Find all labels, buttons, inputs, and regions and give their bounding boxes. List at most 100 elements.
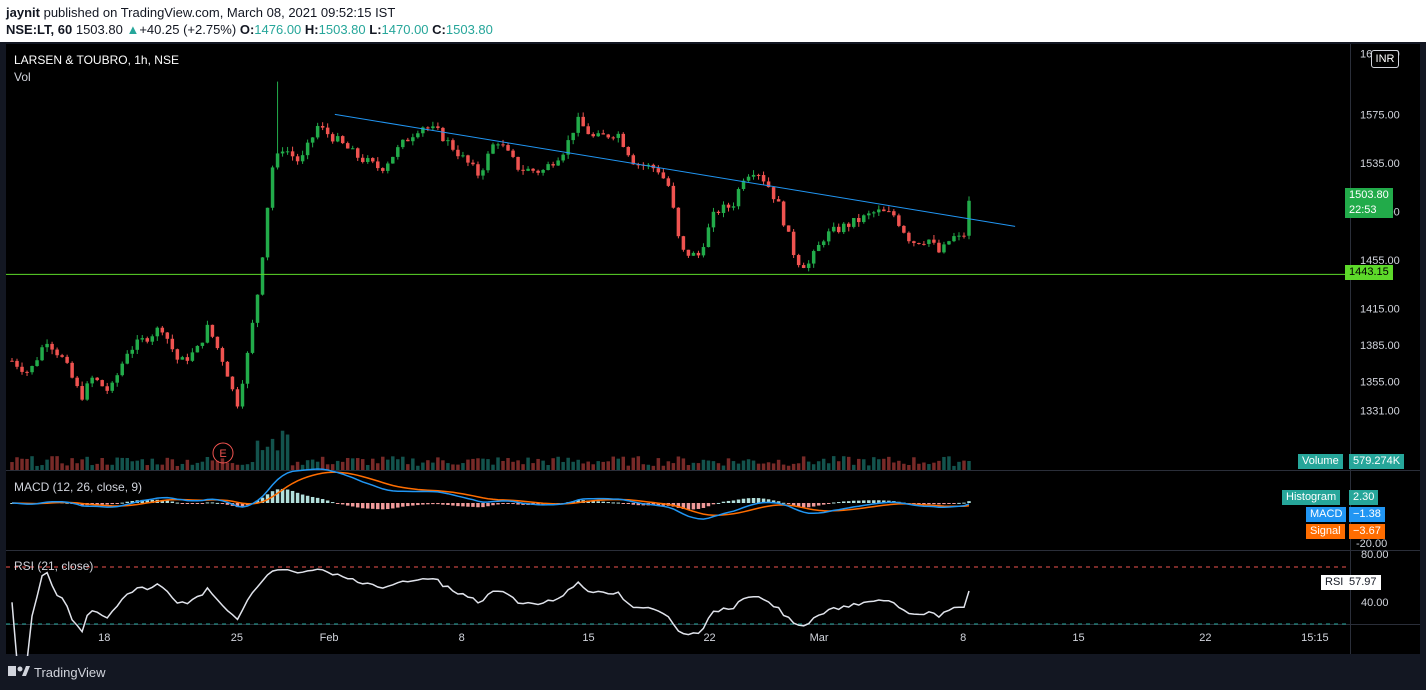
volume-bar [200,461,205,470]
volume-bar [746,459,751,470]
candle-body [270,167,275,208]
candles-group [10,81,971,409]
rsi-axis-tick-upper: 80.00 [1361,549,1389,561]
last-price-tag: 1503.80 22:53 [1345,188,1393,218]
macd-histogram-bar [205,502,210,504]
macd-histogram-bar [801,503,806,508]
candle-body [376,161,380,169]
candle-body [446,140,450,142]
candle-body [476,164,480,176]
volume-bar [325,464,330,470]
candle-body [937,242,941,253]
candle-body [290,151,295,157]
time-axis-tick: 22 [703,632,715,644]
volume-bar [481,458,485,470]
volume-bar [957,461,961,470]
candle-body [421,127,425,134]
author-name[interactable]: jaynit [6,5,40,20]
time-axis-tick: 22 [1199,632,1211,644]
volume-bar [781,464,786,470]
macd-histogram-bar [185,503,190,504]
macd-histogram-bar [486,503,490,507]
volume-bar [340,461,345,470]
macd-histogram-bar [451,503,455,506]
macd-histogram-bar [220,503,225,504]
candle-body [621,133,626,147]
candle-body [571,132,575,141]
candle-body [431,126,435,129]
macd-line [11,468,970,520]
tradingview-brand[interactable]: TradingView [34,665,106,680]
volume-bar [360,459,365,470]
volume-bar [411,458,415,470]
macd-histogram-bar [736,499,741,503]
volume-bar [571,461,575,470]
trendline [334,113,1016,227]
volume-bar [365,465,370,470]
volume-bar [927,464,931,470]
candle-body [536,170,540,173]
volume-bar [180,463,185,470]
candle-body [15,360,19,367]
candle-body [576,116,580,133]
close-label: C: [432,22,446,37]
tradingview-logo-icon[interactable] [8,664,30,678]
candle-body [200,342,205,346]
rsi-axis-tick-lower: 40.00 [1361,597,1389,609]
volume-bar [471,458,475,470]
candle-body [887,211,891,213]
candle-body [801,265,806,268]
volume-bar [776,459,781,470]
macd-histogram-bar [591,501,595,503]
candle-body [631,155,636,165]
candle-body [496,144,500,146]
volume-bar [25,458,29,470]
macd-histogram-bar [706,503,711,507]
volume-bar [696,463,701,470]
open-value: 1476.00 [254,22,302,37]
candle-body [511,150,515,157]
candle-body [831,226,836,232]
volume-bar [355,458,360,470]
candle-body [190,352,195,361]
signal-value-tag: −3.67 [1349,524,1385,539]
candle-body [736,189,741,207]
candle-body [165,332,170,339]
candle-body [245,352,250,384]
currency-button[interactable]: INR [1371,50,1399,68]
candle-body [275,153,280,168]
price-axis[interactable] [1350,44,1420,654]
macd-histogram-bar [160,500,165,503]
volume-bar [125,457,129,470]
macd-histogram-bar [716,502,721,504]
macd-histogram-bar [746,498,751,503]
price-axis-tick: 1455.00 [1360,255,1400,267]
volume-bar [907,464,911,470]
candle-body [691,252,696,256]
chart-area[interactable] [6,44,1350,654]
volume-bar [857,458,861,470]
candle-body [40,347,44,361]
volume-bar [741,460,746,470]
candle-body [601,133,605,135]
volume-bar [421,462,425,470]
candle-body [330,134,335,142]
volume-bar [821,458,826,470]
macd-histogram-bar [285,489,290,503]
candle-body [320,126,325,128]
candle-body [561,154,565,161]
volume-bar [446,463,450,470]
macd-histogram-bar [947,503,951,504]
macd-histogram-bar [365,503,370,509]
candle-body [365,158,370,162]
candle-body [942,244,946,253]
publish-info: published on TradingView.com, March 08, … [43,5,396,20]
candle-body [105,386,109,391]
candle-body [566,140,570,155]
macd-histogram-bar [511,503,515,505]
volume-bar [501,460,505,470]
volume-bar [836,461,841,470]
candle-body [110,382,114,391]
volume-bar [95,463,99,470]
